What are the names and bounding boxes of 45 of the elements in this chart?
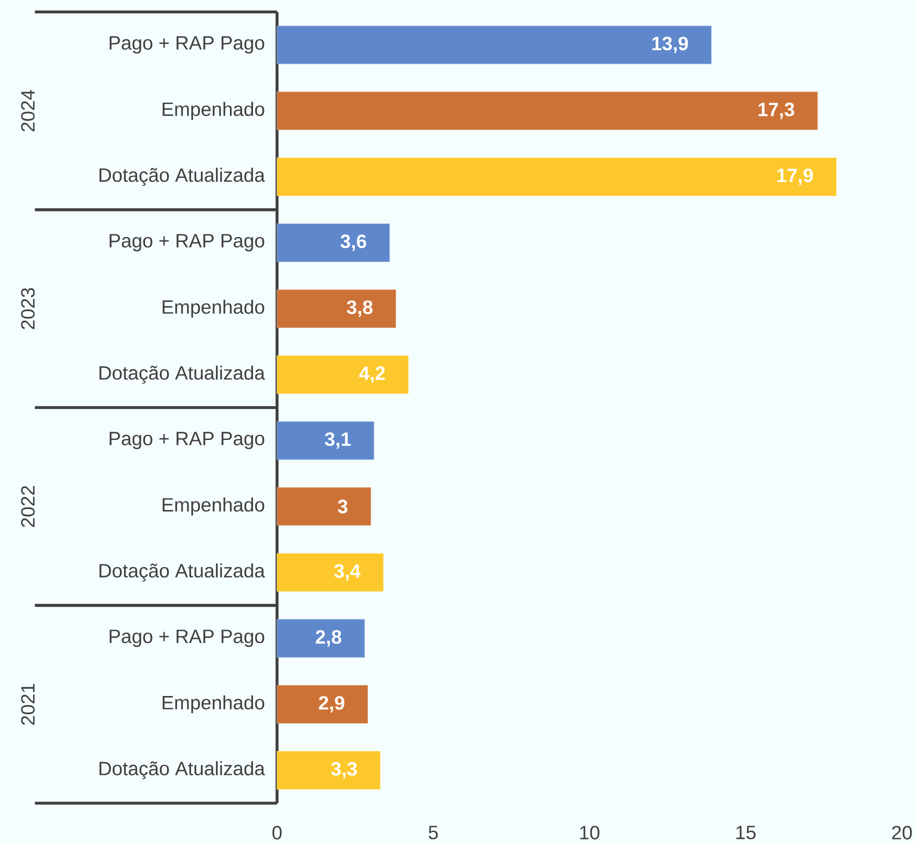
text: 2024 (21, 90, 35, 132)
data-label: 3,4 (334, 564, 361, 581)
bar (276, 224, 390, 262)
bar (276, 92, 818, 130)
y-tick-label: Dotação Atualizada (100, 366, 265, 384)
data-label: 2,8 (316, 630, 342, 647)
text: 2022 (21, 486, 35, 527)
bar (276, 158, 837, 196)
y-tick-label: Pago + RAP Pago (110, 36, 264, 54)
y-tick-label: Empenhado (162, 695, 264, 714)
bar (276, 553, 384, 592)
data-label: 13,9 (652, 36, 688, 54)
bar (276, 355, 409, 394)
data-label: 3,6 (340, 234, 366, 251)
x-tick-label: 5 (428, 826, 438, 840)
text: 2021 (21, 684, 35, 725)
bar (276, 487, 372, 526)
y-tick-label: Empenhado (162, 102, 264, 120)
data-label: 3,3 (331, 762, 357, 778)
y-tick-label: Empenhado (162, 300, 264, 318)
x-tick-label: 20 (892, 826, 912, 840)
y-tick-label: Pago + RAP Pago (110, 630, 264, 648)
data-label: 3,1 (324, 432, 351, 449)
y-tick-label: Pago + RAP Pago (110, 234, 264, 252)
x-tick-label: 0 (272, 826, 282, 840)
bar (276, 290, 396, 328)
bar (276, 619, 365, 658)
y-tick-label: Dotação Atualizada (100, 761, 265, 780)
bar (276, 685, 368, 724)
data-label: 17,3 (758, 102, 794, 120)
bar (276, 421, 374, 460)
bar (276, 751, 380, 790)
x-tick-label: 10 (580, 826, 600, 840)
bar (276, 26, 712, 64)
y-tick-label: Dotação Atualizada (100, 563, 265, 582)
data-label: 3,8 (346, 300, 373, 317)
y-tick-label: Dotação Atualizada (100, 168, 265, 186)
y-tick-label: Pago + RAP Pago (110, 432, 264, 450)
data-label: 17,9 (777, 168, 813, 186)
data-label: 3 (338, 500, 348, 514)
data-label: 2,9 (318, 696, 344, 713)
text: 2023 (21, 288, 35, 330)
x-tick-label: 15 (736, 826, 756, 840)
y-tick-label: Empenhado (162, 498, 264, 516)
data-label: 4,2 (359, 366, 385, 383)
